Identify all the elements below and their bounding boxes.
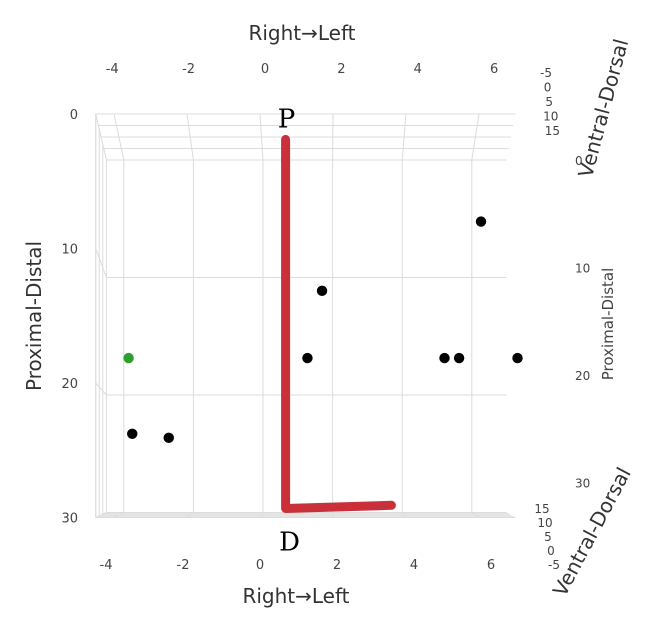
x-tick-label-bottom: 2 — [333, 558, 341, 573]
x-tick-label-bottom: -2 — [177, 558, 190, 573]
z-tick-label-top: 5 — [545, 95, 553, 109]
z-tick-label-top: 10 — [543, 110, 558, 124]
x-tick-label-top: 4 — [414, 62, 422, 77]
y-tick-label-left: 10 — [61, 243, 78, 258]
y-tick-label-right: 0 — [575, 154, 583, 168]
y-tick-label-left: 0 — [70, 108, 78, 123]
scatter-point — [512, 352, 523, 364]
x-tick-label-top: 2 — [337, 62, 345, 77]
endpoint-labels: PD — [278, 104, 300, 557]
x-tick-label-top: 6 — [490, 62, 498, 77]
proximal-endpoint-label: P — [278, 104, 296, 134]
scatter-point — [453, 352, 465, 364]
z-tick-label-bottom: 15 — [534, 502, 549, 516]
x-axis-title-bottom: Right→Left — [242, 584, 349, 608]
x-axis-title-top: Right→Left — [248, 21, 355, 45]
z-tick-label-bottom: 0 — [547, 544, 555, 558]
y-tick-label-right: 20 — [575, 369, 590, 383]
z-tick-label-bottom: 10 — [537, 516, 552, 530]
x-tick-label-bottom: 0 — [256, 558, 264, 573]
z-tick-label-bottom: 5 — [544, 530, 552, 544]
left-wall-grid-y — [95, 382, 107, 396]
left-wall-grid-y — [95, 248, 107, 278]
scatter-point — [163, 432, 174, 444]
scatter-point — [475, 216, 487, 227]
x-tick-label-top: 0 — [261, 62, 269, 77]
x-tick-label-bottom: 4 — [410, 558, 418, 573]
z-tick-label-top: 0 — [544, 81, 552, 95]
tick-labels: -4-4-2-20022446600101020203030-5-5005510… — [61, 62, 590, 573]
scatter-point — [127, 428, 138, 439]
y-tick-label-left: 30 — [61, 512, 78, 527]
z-tick-label-bottom: -5 — [548, 558, 560, 572]
x-tick-label-top: -2 — [182, 62, 195, 77]
scatter-point — [316, 285, 328, 297]
z-axis-title-top: Ventral-Dorsal — [573, 36, 633, 180]
x-tick-label-bottom: 6 — [487, 558, 495, 573]
distal-endpoint-label: D — [279, 528, 300, 558]
y-axis-title: Proximal-Distal — [22, 241, 46, 391]
scatter-point — [439, 352, 450, 364]
skeleton-line — [281, 134, 396, 513]
gridlines — [95, 113, 516, 518]
x-tick-label-top: -4 — [106, 62, 119, 77]
y-tick-label-right: 30 — [575, 477, 590, 491]
y-axis-title-right: Proximal-Distal — [599, 268, 617, 381]
series-layer — [123, 134, 523, 513]
y-tick-label-left: 20 — [61, 377, 78, 392]
x-tick-label-bottom: -4 — [100, 558, 113, 573]
z-tick-label-top: -5 — [540, 66, 552, 80]
scatter-point — [123, 352, 134, 364]
y-tick-label-right: 10 — [575, 262, 590, 276]
z-tick-label-top: 15 — [545, 124, 560, 138]
z-axis-title-bottom: Ventral-Dorsal — [548, 463, 636, 600]
scatter-point — [302, 352, 313, 364]
